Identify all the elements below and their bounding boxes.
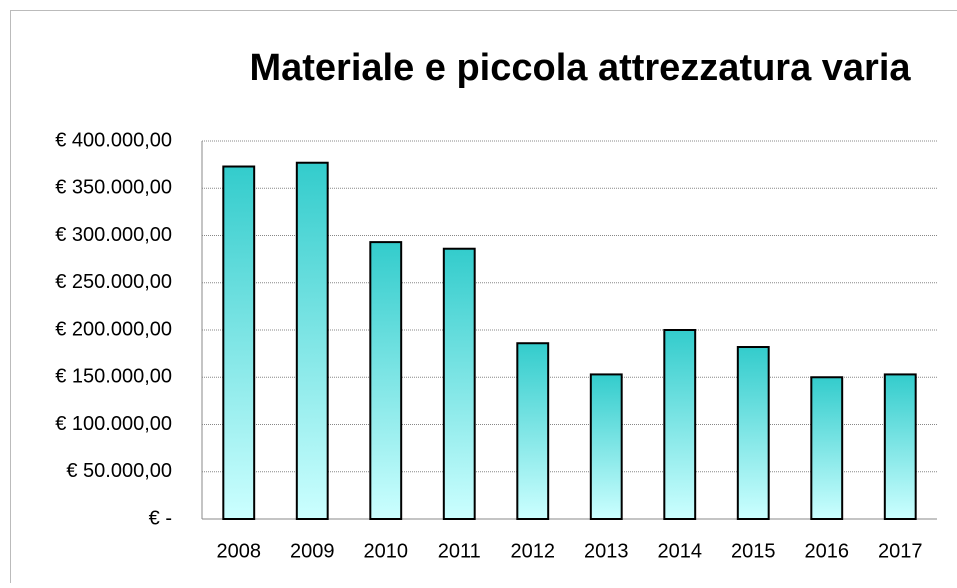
y-tick-label: € 150.000,00 — [55, 366, 172, 388]
bar — [738, 347, 769, 519]
x-tick-label: 2017 — [878, 540, 923, 562]
y-tick-label: € 50.000,00 — [66, 460, 172, 482]
x-tick-label: 2015 — [731, 540, 776, 562]
y-tick-label: € - — [149, 507, 172, 529]
bar — [370, 242, 401, 519]
y-tick-label: € 200.000,00 — [55, 318, 172, 340]
bar — [591, 374, 622, 519]
x-tick-label: 2012 — [511, 540, 556, 562]
y-tick-label: € 300.000,00 — [55, 224, 172, 246]
bar — [444, 249, 475, 519]
y-tick-label: € 250.000,00 — [55, 271, 172, 293]
x-tick-label: 2016 — [805, 540, 850, 562]
y-tick-label: € 350.000,00 — [55, 177, 172, 199]
bar — [297, 163, 328, 519]
x-tick-label: 2008 — [217, 540, 262, 562]
chart-title: Materiale e piccola attrezzatura varia — [249, 47, 911, 89]
bar — [223, 167, 254, 519]
y-tick-label: € 400.000,00 — [55, 129, 172, 151]
x-tick-label: 2013 — [584, 540, 629, 562]
x-tick-label: 2014 — [658, 540, 703, 562]
x-tick-label: 2009 — [290, 540, 335, 562]
bar — [517, 343, 548, 519]
bar — [664, 330, 695, 519]
y-tick-label: € 100.000,00 — [55, 413, 172, 435]
x-tick-label: 2011 — [438, 540, 481, 562]
bar — [811, 377, 842, 519]
x-tick-label: 2010 — [364, 540, 409, 562]
bar — [885, 374, 916, 519]
